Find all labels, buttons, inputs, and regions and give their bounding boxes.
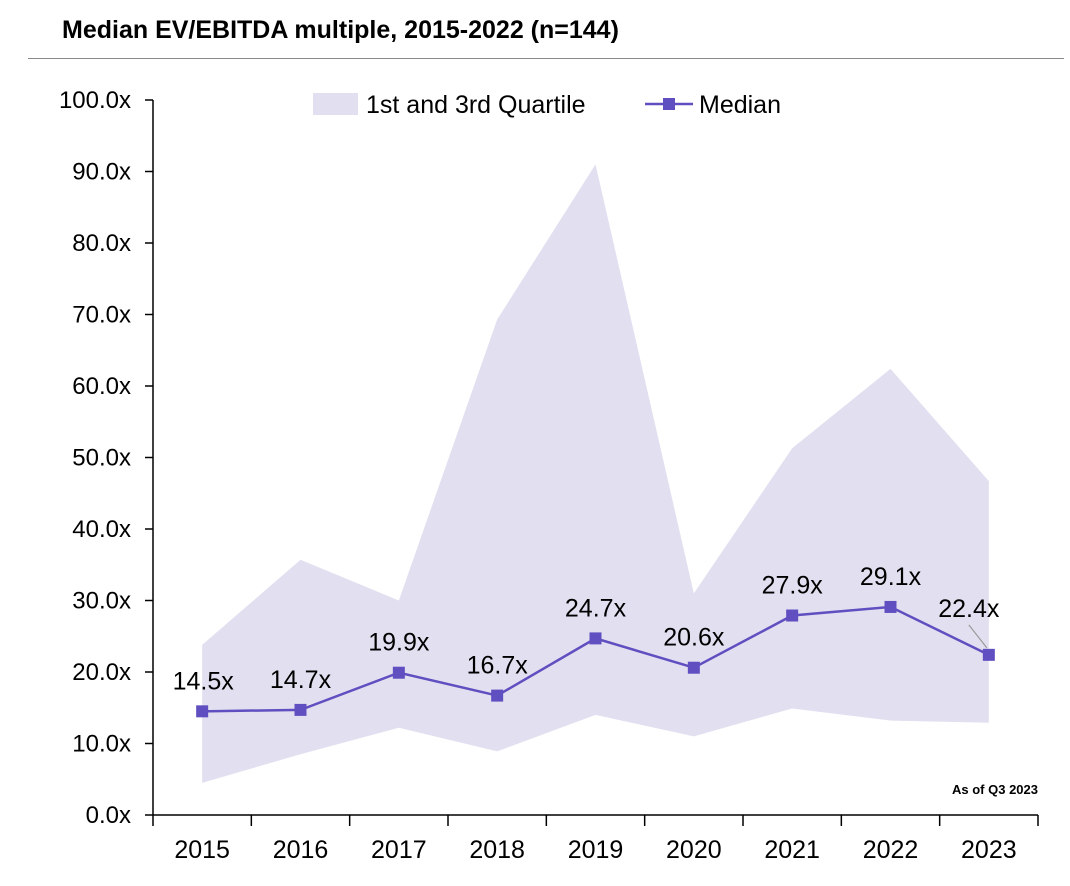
y-tick-label: 80.0x (72, 230, 131, 257)
data-label: 14.7x (270, 666, 332, 694)
label-leader-line (968, 624, 988, 649)
legend-swatch-quartile (313, 93, 358, 115)
median-marker (196, 705, 209, 718)
data-label: 22.4x (938, 595, 1000, 623)
data-label: 16.7x (467, 652, 529, 680)
chart-title: Median EV/EBITDA multiple, 2015-2022 (n=… (62, 16, 619, 44)
median-marker (491, 689, 504, 702)
median-marker (589, 632, 602, 645)
y-tick-label: 60.0x (72, 373, 131, 400)
data-label: 19.9x (368, 629, 430, 657)
median-marker (687, 661, 700, 674)
legend-label-quartile: 1st and 3rd Quartile (366, 91, 586, 119)
median-marker (982, 648, 995, 661)
y-tick-label: 20.0x (72, 659, 131, 686)
data-label: 29.1x (860, 563, 922, 591)
data-label: 20.6x (663, 624, 725, 652)
x-tick-label: 2015 (174, 836, 230, 864)
quartile-band (202, 164, 989, 783)
x-tick-label: 2023 (961, 836, 1017, 864)
legend-label-median: Median (699, 91, 781, 119)
median-marker (392, 666, 405, 679)
median-marker (786, 609, 799, 622)
legend-swatch-median-marker (663, 98, 675, 110)
data-label: 14.5x (173, 667, 235, 695)
median-marker (294, 703, 307, 716)
data-label: 24.7x (565, 594, 627, 622)
y-tick-label: 70.0x (72, 302, 131, 329)
title-divider (28, 58, 1064, 59)
x-tick-label: 2017 (371, 836, 427, 864)
median-marker (884, 600, 897, 613)
x-tick-label: 2022 (863, 836, 919, 864)
data-label: 27.9x (762, 572, 824, 600)
y-tick-label: 100.0x (59, 87, 131, 114)
x-tick-label: 2016 (273, 836, 329, 864)
x-tick-label: 2020 (666, 836, 722, 864)
y-tick-label: 40.0x (72, 516, 131, 543)
x-tick-label: 2021 (764, 836, 820, 864)
x-tick-label: 2018 (469, 836, 525, 864)
y-tick-label: 10.0x (72, 731, 131, 758)
y-tick-label: 0.0x (86, 802, 131, 829)
as-of-note: As of Q3 2023 (952, 782, 1038, 797)
y-tick-label: 90.0x (72, 159, 131, 186)
y-tick-label: 50.0x (72, 445, 131, 472)
x-tick-label: 2019 (568, 836, 624, 864)
y-tick-label: 30.0x (72, 588, 131, 615)
